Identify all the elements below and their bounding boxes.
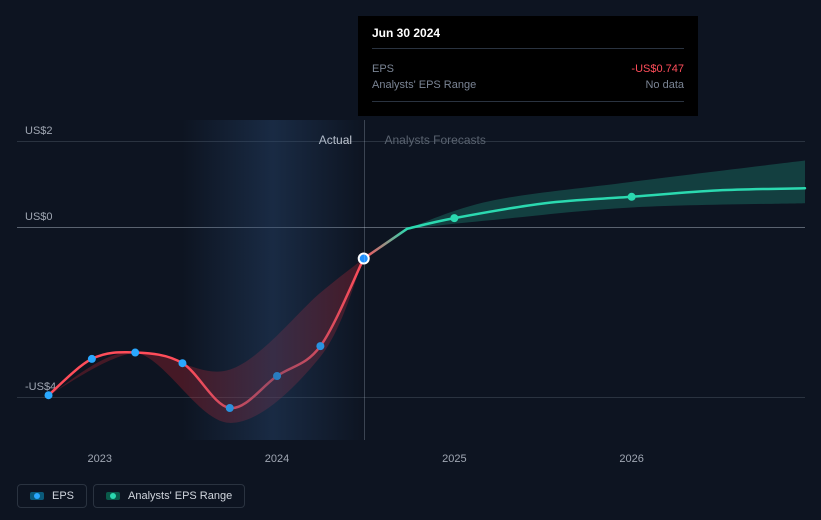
chart-svg xyxy=(17,120,805,440)
x-tick-label: 2023 xyxy=(87,453,111,465)
x-tick-label: 2024 xyxy=(265,453,289,465)
legend-label: EPS xyxy=(52,490,74,502)
tooltip-row-eps: EPS -US$0.747 xyxy=(372,61,684,77)
legend-item-range[interactable]: Analysts' EPS Range xyxy=(93,484,245,508)
eps-data-point[interactable] xyxy=(88,355,96,363)
hover-tooltip: Jun 30 2024 EPS -US$0.747 Analysts' EPS … xyxy=(358,16,698,116)
legend-swatch-range xyxy=(106,492,120,500)
legend-swatch-eps xyxy=(30,492,44,500)
eps-data-point[interactable] xyxy=(45,391,53,399)
tooltip-divider xyxy=(372,48,684,49)
tooltip-divider xyxy=(372,101,684,102)
tooltip-row-range: Analysts' EPS Range No data xyxy=(372,77,684,93)
legend-item-eps[interactable]: EPS xyxy=(17,484,87,508)
eps-data-point[interactable] xyxy=(131,349,139,357)
hover-highlight-region xyxy=(182,120,363,440)
legend-label: Analysts' EPS Range xyxy=(128,490,232,502)
chart-legend: EPS Analysts' EPS Range xyxy=(17,484,245,508)
eps-forecast-chart: US$2 US$0 -US$4 Actual Analysts Forecast… xyxy=(0,0,821,520)
tooltip-row-label: Analysts' EPS Range xyxy=(372,79,476,91)
hover-vertical-line xyxy=(364,120,365,440)
eps-range-forecast-area xyxy=(407,161,805,229)
tooltip-date: Jun 30 2024 xyxy=(372,26,684,40)
x-tick-label: 2025 xyxy=(442,453,466,465)
forecast-data-point[interactable] xyxy=(450,214,458,222)
tooltip-row-label: EPS xyxy=(372,63,394,75)
tooltip-row-value: -US$0.747 xyxy=(631,63,684,75)
x-tick-label: 2026 xyxy=(619,453,643,465)
forecast-data-point[interactable] xyxy=(628,193,636,201)
tooltip-row-value: No data xyxy=(645,79,684,91)
bridge-line xyxy=(364,229,407,259)
